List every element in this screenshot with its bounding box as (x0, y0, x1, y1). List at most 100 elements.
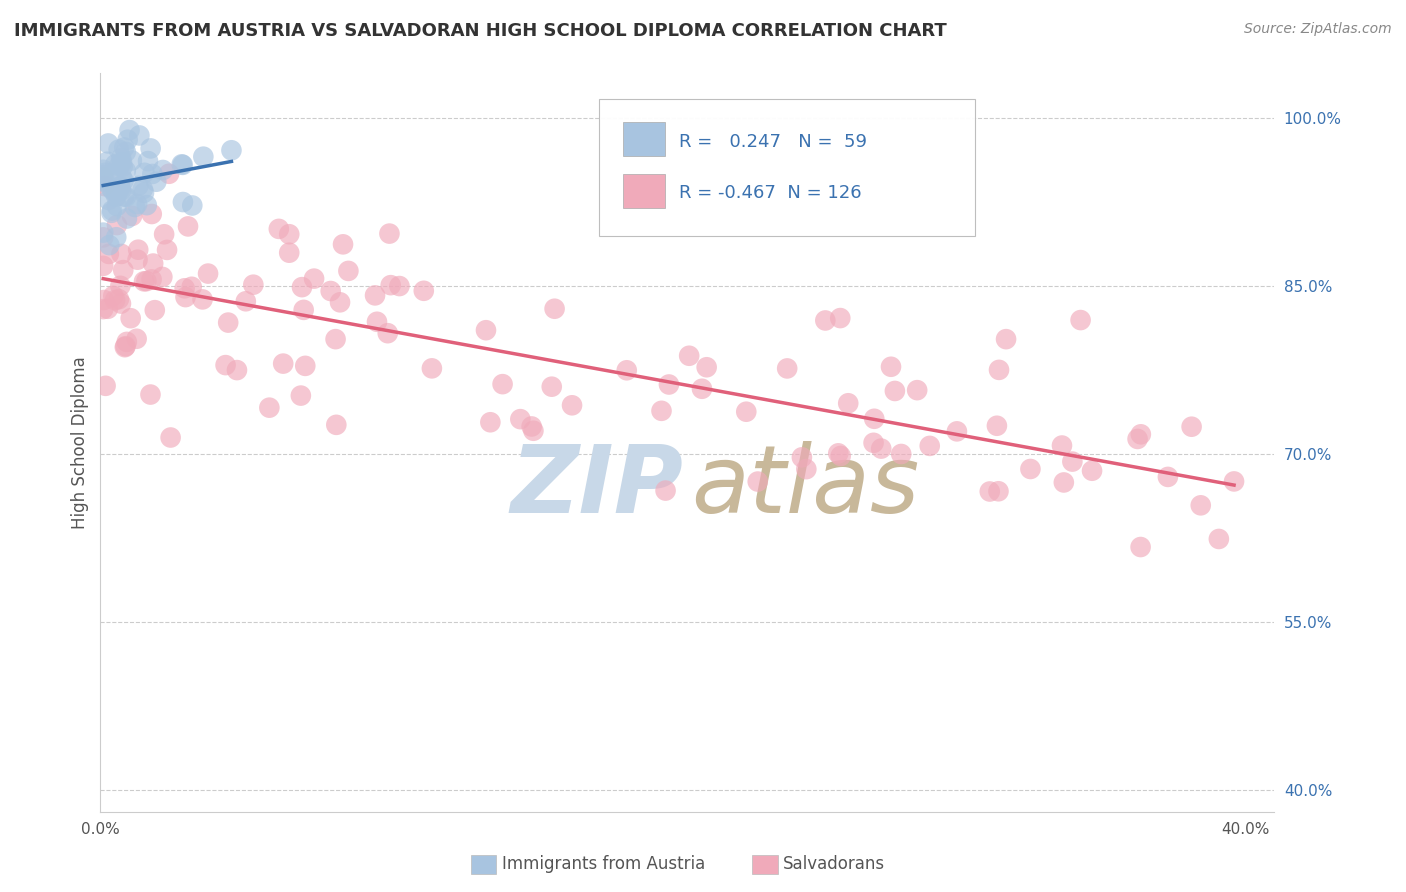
Point (364, 288, 387, 302)
Point (124, 200, 146, 214)
Point (1081, 464, 1104, 478)
Point (235, 294, 257, 309)
Point (115, 211, 138, 226)
Point (827, 446, 849, 460)
Point (862, 435, 884, 450)
Point (105, 189, 128, 203)
Point (267, 222, 290, 236)
Point (159, 430, 181, 444)
Point (1157, 470, 1180, 484)
Point (112, 140, 135, 154)
FancyBboxPatch shape (599, 99, 974, 235)
Point (337, 264, 360, 278)
Point (226, 363, 249, 377)
Point (366, 315, 388, 329)
Point (97, 136, 120, 151)
Point (108, 182, 131, 196)
Point (110, 247, 132, 261)
Point (103, 184, 125, 198)
Point (118, 123, 141, 137)
Point (988, 363, 1011, 377)
Point (136, 154, 159, 169)
Point (91, 169, 114, 184)
Point (294, 359, 316, 373)
Point (870, 442, 893, 456)
Point (172, 194, 194, 209)
Point (242, 277, 264, 292)
Point (97, 301, 120, 316)
Point (1126, 432, 1149, 446)
Point (134, 166, 156, 180)
Point (1053, 475, 1076, 490)
Point (979, 484, 1001, 499)
Point (139, 387, 162, 401)
Point (91, 302, 114, 317)
Point (96, 154, 118, 169)
Point (107, 159, 129, 173)
Y-axis label: High School Diploma: High School Diploma (72, 356, 89, 529)
Point (141, 207, 163, 221)
Point (830, 449, 852, 463)
Point (1129, 540, 1152, 554)
Point (94, 166, 117, 180)
Point (111, 160, 134, 174)
Point (1050, 438, 1073, 452)
Point (114, 145, 136, 159)
Point (217, 316, 239, 330)
Point (332, 237, 354, 252)
Point (654, 483, 676, 498)
Point (112, 263, 135, 277)
Point (156, 243, 179, 257)
Point (93, 171, 115, 186)
Point (93, 293, 115, 307)
Text: Source: ZipAtlas.com: Source: ZipAtlas.com (1244, 22, 1392, 37)
Point (271, 357, 294, 371)
Point (197, 267, 219, 281)
Point (377, 326, 399, 341)
Point (108, 179, 131, 194)
Point (278, 245, 301, 260)
Point (191, 293, 214, 307)
Point (918, 439, 941, 453)
Point (105, 185, 128, 199)
Point (111, 155, 134, 169)
Point (91, 168, 114, 182)
Point (174, 290, 197, 304)
Point (890, 447, 912, 461)
Point (291, 280, 314, 294)
Point (121, 153, 143, 168)
Point (863, 411, 886, 425)
Point (172, 158, 194, 172)
Point (540, 380, 562, 394)
Point (790, 450, 813, 465)
Point (794, 462, 817, 476)
Point (380, 278, 402, 293)
FancyBboxPatch shape (623, 122, 665, 156)
Point (110, 184, 132, 198)
Point (616, 363, 638, 377)
Point (319, 284, 342, 298)
Point (1129, 427, 1152, 442)
Point (302, 271, 325, 285)
Point (107, 143, 129, 157)
Point (132, 182, 155, 196)
Point (127, 197, 149, 211)
Point (121, 209, 143, 223)
Point (91, 175, 114, 189)
Text: Salvadorans: Salvadorans (783, 855, 886, 873)
Point (128, 128, 150, 143)
Point (117, 133, 139, 147)
Point (1019, 462, 1042, 476)
Point (152, 163, 174, 178)
Point (132, 186, 155, 200)
Point (905, 383, 928, 397)
Point (98, 238, 121, 252)
Point (325, 417, 347, 432)
Point (837, 396, 859, 410)
Point (127, 178, 149, 193)
Point (986, 418, 1008, 433)
Point (132, 274, 155, 288)
Point (520, 419, 543, 434)
Point (696, 360, 718, 375)
Point (91, 162, 114, 177)
